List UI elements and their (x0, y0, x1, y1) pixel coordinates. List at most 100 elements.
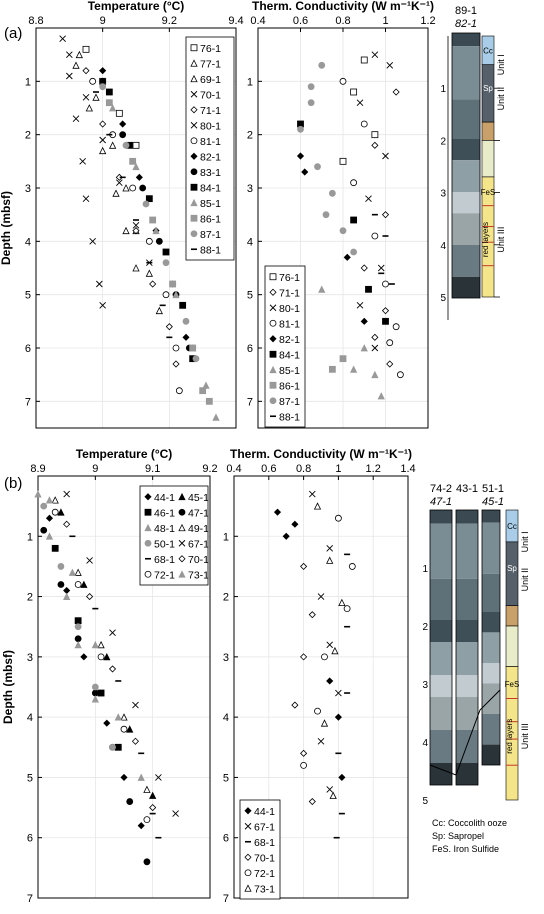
core-band (452, 33, 480, 47)
legend-label-46-1: 46-1 (154, 507, 175, 519)
core-a-tick-label: 2 (440, 136, 446, 147)
legend-label-76-1: 76-1 (279, 272, 300, 284)
legend-label-81-1: 81-1 (279, 318, 300, 330)
data-point-80-1 (386, 62, 394, 69)
core-b-tick-label: 3 (422, 680, 428, 691)
core-outline (429, 509, 453, 786)
data-point-87-1 (307, 99, 315, 107)
legend-marker-69-1 (190, 74, 198, 83)
data-point-70-1 (79, 158, 86, 165)
y-tick-label: 2 (25, 130, 31, 142)
core-b-subtitle-0: 47-1 (430, 496, 452, 508)
plot-frame (233, 475, 409, 899)
data-point-72-1 (334, 514, 342, 522)
chart-title: Therm. Conductivity (W m⁻¹K⁻¹) (252, 0, 434, 13)
legend-marker-73-1 (244, 884, 252, 892)
data-point-70-1 (108, 665, 117, 673)
core-band (430, 620, 452, 642)
legend-label-81-1: 81-1 (200, 136, 221, 148)
data-point-82-1 (343, 253, 351, 261)
core-band (452, 276, 480, 298)
legend-marker-46-1 (144, 508, 152, 516)
data-point-72-1 (321, 653, 328, 661)
data-point-77-1 (92, 93, 100, 101)
plot-frame (37, 475, 211, 899)
data-point-82-1 (296, 152, 305, 160)
data-point-81-1 (129, 184, 137, 192)
core-band (456, 578, 478, 620)
scatter-plot-a-temperature: 8.8 9 9.2 9.4 1 2 3 4 5 6 7 Temperature (°C) Depth (… (0, 0, 244, 429)
data-point-71-1 (392, 88, 400, 96)
data-point-86-1 (129, 157, 137, 165)
data-point-70-1 (86, 593, 94, 601)
data-point-81-1 (371, 232, 379, 240)
data-point-83-1 (119, 131, 127, 139)
x-tick-label: 9.2 (202, 463, 217, 475)
data-point-80-1 (82, 94, 90, 101)
data-point-70-1 (66, 72, 73, 80)
data-point-67-1 (326, 641, 334, 649)
core-band (482, 663, 500, 684)
x-tick-label: 9 (92, 463, 98, 475)
data-point-76-1 (82, 45, 90, 53)
data-point-67-1 (172, 810, 179, 817)
core-a-tick-label: 5 (440, 293, 446, 304)
core-a-title: 89-1 (455, 5, 477, 17)
data-point-69-1 (112, 189, 120, 197)
legend-label-88-1: 88-1 (279, 411, 300, 423)
core-a-tick-label: 3 (440, 189, 446, 200)
data-point-46-1 (114, 743, 122, 751)
data-point-71-1 (381, 307, 390, 315)
data-point-76-1 (350, 88, 358, 96)
data-point-82-1 (99, 67, 107, 75)
data-point-80-1 (132, 222, 140, 229)
data-point-87-1 (122, 141, 130, 149)
y-tick-label: 6 (247, 343, 253, 355)
data-point-49-1 (74, 568, 82, 576)
log-unit-2: Unit II (496, 87, 506, 111)
legend-marker-76-1 (269, 273, 277, 281)
data-point-67-1 (326, 545, 334, 552)
y-tick-label: 6 (223, 833, 229, 845)
data-point-87-1 (328, 189, 336, 197)
data-point-44-1 (80, 653, 88, 661)
data-point-48-1 (45, 532, 54, 540)
core-band (452, 213, 480, 245)
y-tick-label: 5 (25, 290, 31, 302)
data-point-44-1 (120, 773, 128, 781)
x-tick-label: 9.1 (145, 463, 160, 475)
legend-box (139, 485, 209, 586)
y-tick-label: 7 (223, 893, 229, 905)
core-band (430, 578, 452, 620)
legend-marker-44-1 (144, 493, 152, 501)
data-point-46-1 (97, 689, 105, 697)
legend-label-49-1: 49-1 (188, 523, 209, 535)
data-point-85-1 (360, 344, 368, 352)
legend-label-70-1: 70-1 (200, 89, 221, 101)
data-point-86-1 (169, 280, 177, 288)
data-point-72-1 (51, 508, 59, 516)
data-point-85-1 (152, 226, 160, 235)
scatter-plot-b-temperature: 8.9 9 9.1 9.2 1 2 3 4 5 6 7 Temperature (°C) Depth (… (1, 447, 218, 905)
x-tick-label: 1.4 (400, 463, 415, 475)
legend-marker-72-1 (244, 869, 252, 877)
data-point-82-1 (119, 120, 127, 128)
data-point-73-1 (45, 496, 54, 504)
log-label-cc: Cc (483, 46, 493, 55)
data-point-69-1 (122, 226, 130, 235)
data-point-71-1 (115, 173, 123, 181)
log-pale (481, 140, 495, 178)
log-label-cc: Cc (507, 522, 517, 531)
x-tick-label: 9.2 (162, 15, 177, 27)
data-point-72-1 (343, 605, 351, 613)
data-point-87-1 (297, 125, 304, 133)
core-band (482, 573, 500, 612)
legend-marker-71-1 (190, 106, 198, 114)
data-point-72-1 (348, 563, 356, 570)
data-point-44-1 (338, 773, 346, 781)
data-point-80-1 (371, 51, 379, 58)
data-point-70-1 (300, 653, 308, 661)
legend-marker-84-1 (269, 350, 277, 358)
legend-label-84-1: 84-1 (200, 182, 221, 194)
core-band (482, 612, 500, 633)
